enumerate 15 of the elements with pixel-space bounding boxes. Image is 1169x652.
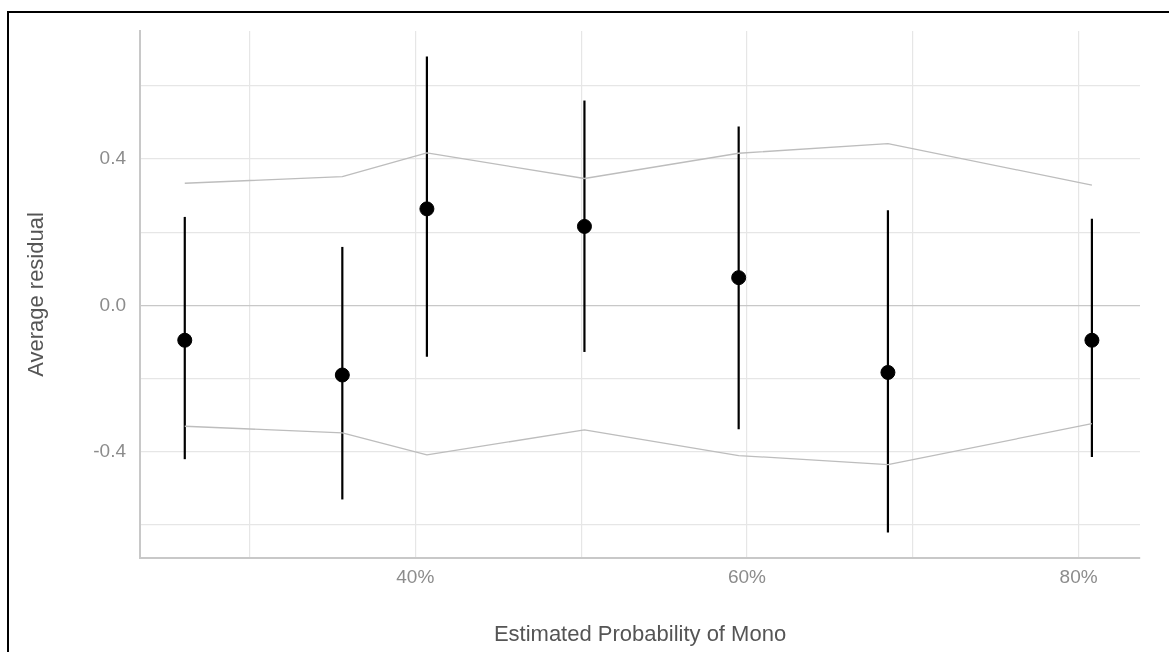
x-axis-title: Estimated Probability of Mono xyxy=(493,620,787,646)
y-tick-label: 0.4 xyxy=(99,147,127,169)
y-tick-label: -0.4 xyxy=(93,440,127,462)
point xyxy=(419,201,435,217)
point xyxy=(177,332,193,348)
point xyxy=(576,218,592,234)
x-tick-label: 80% xyxy=(1059,565,1098,587)
point xyxy=(880,364,896,380)
point xyxy=(1084,332,1100,348)
point xyxy=(731,270,747,286)
x-tick-label: 60% xyxy=(727,565,767,587)
x-tick-label: 40% xyxy=(396,565,435,587)
y-tick-label: 0.0 xyxy=(99,293,126,315)
y-axis-title: Average residual xyxy=(23,212,49,377)
point xyxy=(334,367,350,383)
